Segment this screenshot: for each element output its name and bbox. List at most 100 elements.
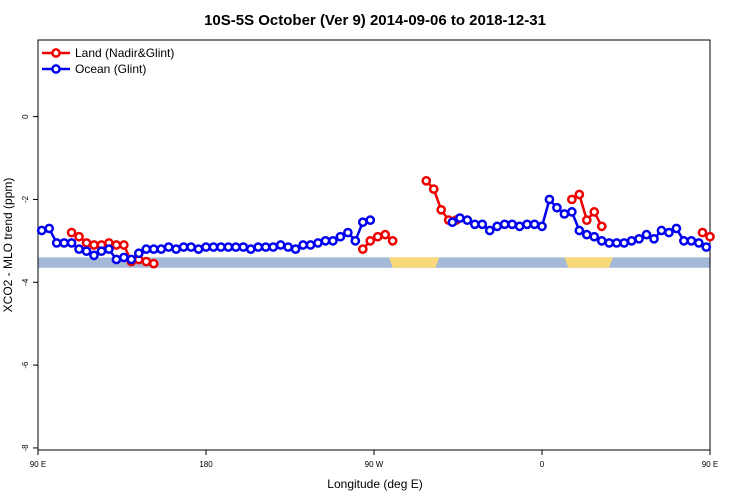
series-0-point-0-3: [89, 240, 99, 250]
series-1-point-0-39: [328, 236, 338, 246]
series-1-point-0-40: [335, 231, 346, 242]
land-ocean-band: [38, 257, 710, 268]
series-1-point-1-8: [507, 219, 517, 230]
series-0-point-3-0: [567, 194, 577, 205]
series-1-point-1-25: [634, 233, 644, 244]
legend-marker-0: [51, 48, 61, 58]
series-1-point-1-23: [619, 238, 629, 248]
series-1-point-1-20: [596, 236, 607, 246]
y-axis: 0 -2 -4 -6 -8: [21, 114, 38, 452]
series-0-point-3-4: [596, 221, 607, 232]
series-1-point-1-18: [581, 229, 592, 240]
series-1-point-0-35: [298, 240, 308, 250]
y-tick-label-0: 0: [21, 114, 30, 119]
series-0-point-1-0: [357, 244, 368, 254]
series-1-point-0-20: [186, 242, 196, 252]
series-1-point-0-42: [350, 236, 361, 246]
y-tick-label-4: -8: [21, 444, 30, 452]
series-1-point-1-5: [484, 225, 495, 236]
series-1-point-1-11: [529, 219, 540, 230]
y-axis-label: XCO2 - MLO trend (ppm): [1, 178, 15, 313]
series-1-point-0-25: [223, 242, 234, 252]
series-0-point-4-0: [697, 227, 708, 238]
series-1-point-0-12: [126, 254, 137, 265]
series-1-point-0-13: [133, 248, 144, 259]
series-1-point-1-34: [701, 242, 712, 252]
series-1-point-1-16: [567, 207, 577, 217]
series-1-point-1-2: [462, 215, 473, 226]
series-1-point-1-0: [447, 217, 458, 228]
series-1-point-0-37: [313, 238, 323, 248]
series-1-point-1-19: [589, 231, 600, 242]
series-1-point-0-38: [320, 236, 331, 246]
x-tick-label-2: 90 W: [365, 460, 384, 469]
series-0-point-0-2: [81, 238, 92, 248]
series-1-point-0-14: [141, 244, 152, 254]
series-0-point-2-0: [421, 175, 432, 186]
x-tick-label-3: 0: [540, 460, 545, 469]
series-0-point-0-11: [148, 258, 159, 269]
series-1-point-1-3: [469, 219, 480, 230]
land-band-segment-1: [564, 257, 613, 268]
series-1-point-0-41: [343, 227, 353, 238]
series-1-point-1-14: [552, 202, 562, 213]
series-1-point-0-9: [104, 244, 114, 254]
series-1-point-0-11: [119, 252, 129, 263]
series-1-point-0-1: [44, 223, 55, 234]
series-1-point-1-13: [544, 194, 555, 205]
series-1-point-1-22: [611, 238, 622, 248]
series-1-point-0-15: [148, 244, 159, 254]
series-1-point-0-7: [89, 250, 99, 261]
series-1-point-1-6: [492, 221, 503, 232]
series-1: [36, 194, 712, 265]
series-1-point-1-10: [522, 219, 532, 230]
series-0-point-2-2: [436, 204, 447, 215]
legend-marker-1: [51, 64, 61, 74]
series-1-point-1-28: [656, 225, 667, 236]
land-band-segment-0: [388, 257, 440, 268]
series-1-point-0-26: [231, 242, 241, 252]
x-tick-label-0: 90 E: [30, 460, 46, 469]
series-1-point-0-34: [290, 244, 301, 254]
series-1-point-0-36: [305, 240, 316, 250]
series-1-point-1-4: [477, 219, 488, 230]
x-axis: 90 E 180 90 W 0 90 E: [30, 450, 718, 469]
series-1-point-0-31: [268, 242, 279, 252]
series-0-point-0-7: [119, 240, 129, 250]
series-1-point-0-10: [111, 254, 122, 265]
legend-label-0: Land (Nadir&Glint): [75, 46, 174, 60]
series-0-point-1-4: [387, 236, 398, 246]
series-1-point-1-17: [574, 225, 585, 236]
series-1-point-0-5: [74, 244, 84, 254]
series-0-point-2-1: [428, 184, 439, 194]
series-0-point-3-1: [574, 189, 585, 200]
series-0-point-1-2: [372, 231, 383, 242]
series-1-point-1-12: [537, 221, 547, 232]
series-1-point-0-43: [357, 217, 368, 228]
series-1-point-0-29: [253, 242, 264, 252]
series-1-point-1-31: [679, 236, 689, 246]
series-0-point-4-1: [705, 231, 715, 242]
series-1-point-1-29: [664, 227, 674, 238]
series-1-point-0-4: [66, 238, 77, 248]
series-1-point-1-24: [626, 236, 637, 246]
series-1-point-1-1: [455, 213, 465, 223]
series-1-point-0-0: [36, 225, 47, 236]
series-1-point-0-2: [51, 238, 62, 248]
x-tick-label-4: 90 E: [702, 460, 718, 469]
series-1-point-0-33: [283, 242, 293, 252]
y-tick-label-2: -4: [21, 278, 30, 286]
series-1-point-0-23: [208, 242, 219, 252]
series-1-point-0-30: [260, 242, 271, 252]
series-0: [66, 175, 715, 269]
x-tick-label-1: 180: [199, 460, 213, 469]
series-1-point-0-17: [163, 242, 174, 252]
series-1-point-0-24: [216, 242, 226, 252]
legend-label-1: Ocean (Glint): [75, 62, 146, 76]
series-1-point-0-22: [201, 242, 211, 252]
series-1-point-1-9: [514, 221, 525, 232]
series-1-point-1-21: [604, 238, 615, 248]
series-1-point-0-6: [81, 246, 92, 257]
series-1-point-1-32: [686, 236, 697, 246]
